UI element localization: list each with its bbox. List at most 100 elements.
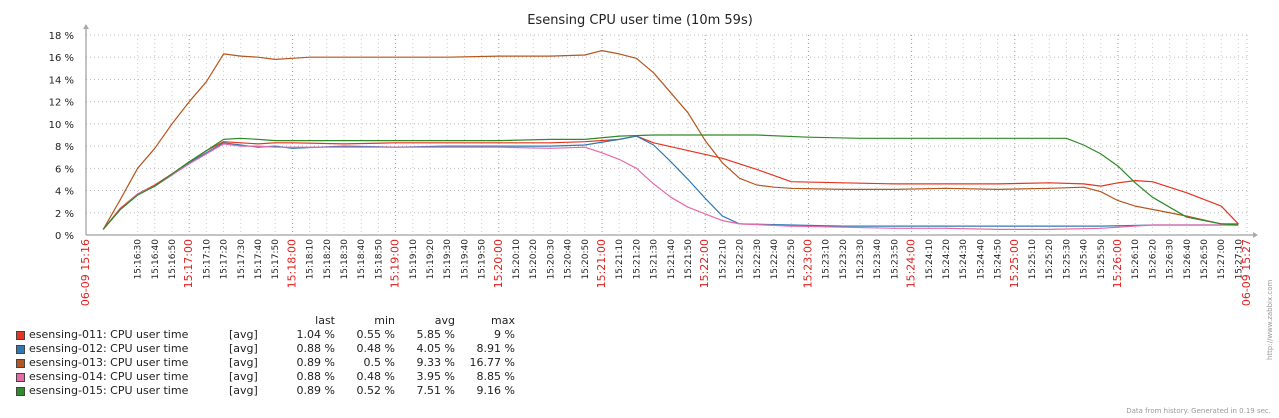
y-tick-label: 16 % [49,53,74,64]
x-tick-label: 15:24:00 [905,239,918,288]
legend-header-avg: avg [434,314,455,327]
legend-header-last: last [315,314,335,327]
legend-function: [avg] [229,370,258,383]
x-tick-label: 15:20:10 [512,239,522,280]
x-tick-label: 15:23:00 [801,239,814,288]
x-axis-arrow [1253,232,1258,238]
legend-series-name: esensing-013: CPU user time [29,356,189,369]
legend-avg: 5.85 % [416,328,455,341]
x-tick-label: 15:22:30 [753,239,763,280]
y-tick-label: 6 % [55,164,74,175]
x-tick-label: 15:27:10 [1234,239,1244,280]
y-tick-label: 4 % [55,187,74,198]
x-tick-label: 15:17:40 [254,239,264,280]
x-tick-label: 15:19:00 [389,239,402,288]
y-axis-ticks: 0 % 2 % 4 % 6 % 8 % 10 % 12 % 14 % 16 % 18 % [49,31,74,242]
x-tick-label: 15:20:20 [529,239,539,280]
x-axis-ticks: 06-09 15:16 15:16:30 15:16:40 15:16:50 15:17… [79,239,1253,306]
legend-avg: 4.05 % [416,342,455,355]
x-tick-label: 15:16:40 [151,239,161,280]
x-tick-label: 15:18:40 [357,239,367,280]
x-tick-label: 06-09 15:27 [1240,239,1253,306]
y-axis-arrow [83,24,89,29]
legend-swatch [16,372,25,382]
legend-last: 0.88 % [296,342,335,355]
legend-max: 16.77 % [469,356,515,369]
legend-header-min: min [374,314,395,327]
footer-note: Data from history. Generated in 0.19 sec… [1126,407,1271,415]
series-line [102,134,1239,230]
legend-max: 8.91 % [476,342,515,355]
legend: last min avg max esensing-011: CPU user … [16,314,515,398]
x-tick-label: 15:16:50 [168,239,178,280]
x-tick-label: 15:24:50 [994,239,1004,280]
legend-min: 0.48 % [356,370,395,383]
chart-title: Esensing CPU user time (10m 59s) [527,13,753,28]
x-tick-label: 15:22:40 [770,239,780,280]
x-tick-label: 15:21:40 [667,239,677,280]
legend-last: 0.89 % [296,356,335,369]
x-tick-label: 15:20:50 [581,239,591,280]
x-tick-label: 15:20:30 [546,239,556,280]
legend-min: 0.52 % [356,384,395,397]
x-tick-label: 15:21:20 [632,239,642,280]
x-tick-label: 15:16:30 [134,239,144,280]
legend-function: [avg] [229,384,258,397]
legend-header: last min avg max [16,314,515,328]
legend-function: [avg] [229,342,258,355]
y-tick-label: 14 % [49,75,74,86]
x-tick-label: 15:25:20 [1045,239,1055,280]
y-tick-label: 18 % [49,31,74,42]
x-tick-label: 15:26:10 [1131,239,1141,280]
x-tick-label: 15:17:30 [237,239,247,280]
x-tick-label: 15:25:50 [1097,239,1107,280]
x-tick-label: 15:18:50 [374,239,384,280]
legend-min: 0.48 % [356,342,395,355]
legend-avg: 9.33 % [416,356,455,369]
x-tick-label: 15:23:50 [890,239,900,280]
series-line [102,49,1239,230]
plot-frame [83,24,1258,238]
y-tick-label: 2 % [55,209,74,220]
grid-lines [86,34,1247,236]
x-tick-label: 15:20:40 [564,239,574,280]
series-line [102,135,1239,230]
legend-swatch [16,344,25,354]
y-tick-label: 10 % [49,120,74,131]
legend-row: esensing-011: CPU user time [avg] 1.04 %… [16,328,515,342]
y-tick-label: 0 % [55,231,74,242]
y-tick-label: 12 % [49,98,74,109]
legend-swatch [16,358,25,368]
legend-row: esensing-015: CPU user time [avg] 0.89 %… [16,384,515,398]
x-tick-label: 15:24:10 [925,239,935,280]
legend-function: [avg] [229,356,258,369]
series-line [102,143,1239,230]
x-tick-label: 15:19:30 [443,239,453,280]
legend-series-name: esensing-012: CPU user time [29,342,189,355]
x-tick-label: 15:19:50 [478,239,488,280]
x-tick-label: 15:18:30 [340,239,350,280]
x-tick-label: 15:25:00 [1008,239,1021,288]
legend-last: 0.89 % [296,384,335,397]
x-tick-label: 15:19:20 [426,239,436,280]
legend-row: esensing-013: CPU user time [avg] 0.89 %… [16,356,515,370]
x-tick-label: 15:17:20 [220,239,230,280]
x-tick-label: 06-09 15:16 [79,239,92,306]
x-tick-label: 15:17:50 [271,239,281,280]
legend-swatch [16,330,25,340]
x-tick-label: 15:24:20 [942,239,952,280]
x-tick-label: 15:22:20 [736,239,746,280]
legend-avg: 7.51 % [416,384,455,397]
x-tick-label: 15:22:00 [698,239,711,288]
x-tick-label: 15:25:30 [1062,239,1072,280]
legend-max: 9.16 % [476,384,515,397]
legend-max: 8.85 % [476,370,515,383]
x-tick-label: 15:17:10 [202,239,212,280]
x-tick-label: 15:22:50 [787,239,797,280]
x-tick-label: 15:21:30 [650,239,660,280]
legend-header-max: max [491,314,515,327]
x-tick-label: 15:25:10 [1028,239,1038,280]
x-tick-label: 15:24:30 [959,239,969,280]
x-tick-label: 15:25:40 [1080,239,1090,280]
